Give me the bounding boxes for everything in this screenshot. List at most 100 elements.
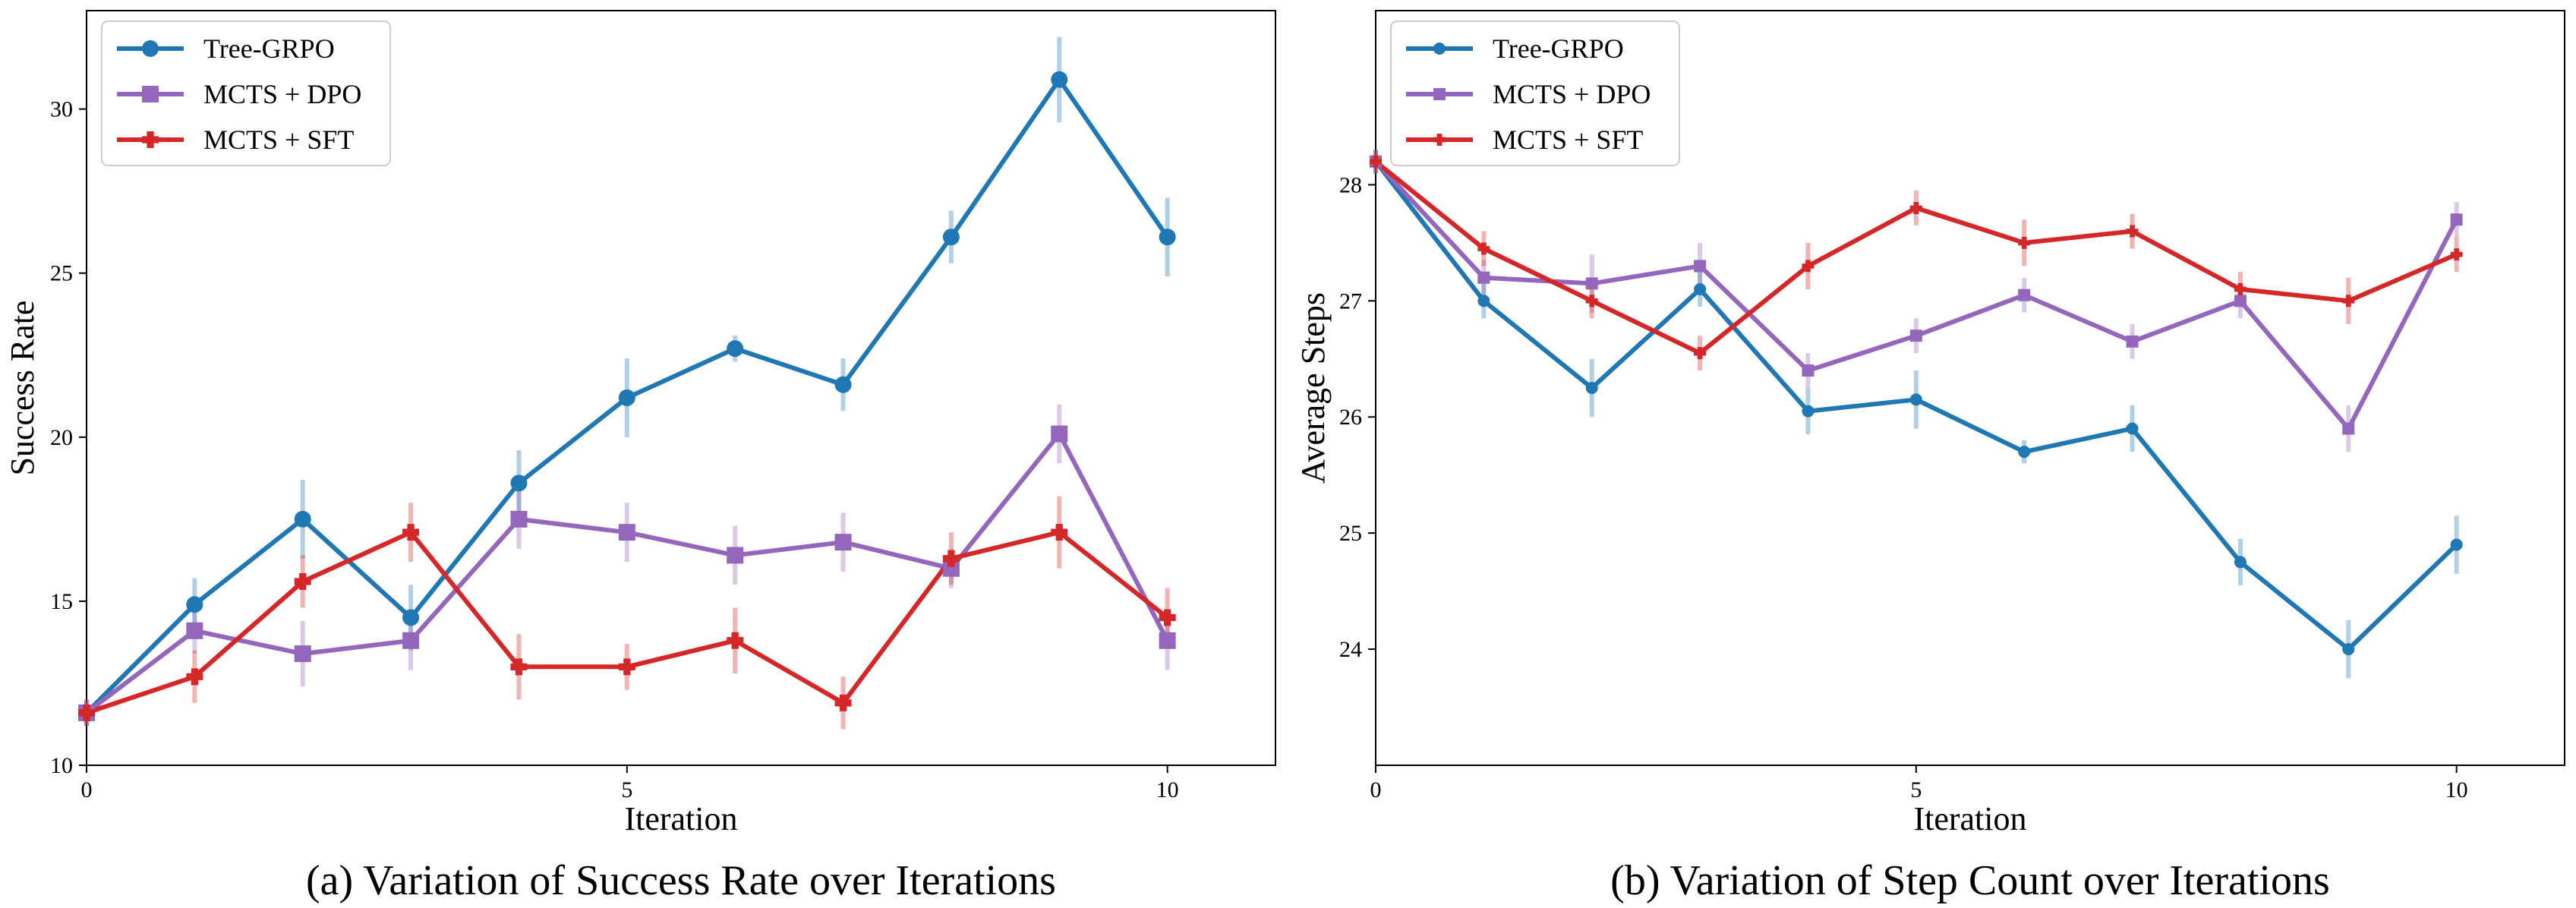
data-point-mcts-dpo <box>1909 329 1922 342</box>
data-point-tree-grpo <box>2234 556 2247 569</box>
data-point-mcts-sft <box>402 524 420 541</box>
data-point-mcts-sft <box>1051 524 1068 541</box>
data-point-mcts-sft <box>2126 225 2139 238</box>
data-point-tree-grpo <box>2126 422 2139 435</box>
data-point-tree-grpo <box>186 596 203 613</box>
legend-marker-mcts-dpo <box>142 86 159 102</box>
data-point-mcts-sft <box>1694 347 1707 360</box>
x-tick-label: 5 <box>1910 777 1922 802</box>
x-tick-label: 0 <box>1370 777 1382 802</box>
legend: Tree-GRPO MCTS + DPO MCTS + SFT <box>1390 20 1680 166</box>
markers-layer <box>1370 155 2463 656</box>
data-point-tree-grpo <box>618 389 635 406</box>
data-point-tree-grpo <box>1585 382 1598 394</box>
panel-average-steps: 0 5 10 24 25 26 27 28 Iteration Average Steps (… <box>1294 10 2565 904</box>
data-point-tree-grpo <box>1909 393 1922 406</box>
data-point-mcts-dpo <box>2126 335 2139 348</box>
x-axis-label: Iteration <box>624 800 737 837</box>
data-point-mcts-sft <box>618 658 635 676</box>
y-tick-label: 25 <box>50 261 73 286</box>
data-point-mcts-sft <box>1370 155 1382 168</box>
data-point-tree-grpo <box>1802 405 1815 418</box>
y-tick-label: 20 <box>50 425 73 450</box>
data-point-mcts-dpo <box>1159 632 1176 649</box>
errorbar-layer <box>1373 150 2459 679</box>
legend-label-mcts-sft: MCTS + SFT <box>1493 125 1643 155</box>
data-point-tree-grpo <box>402 609 420 626</box>
data-point-mcts-sft <box>510 658 528 676</box>
plot-frame <box>86 10 1276 766</box>
x-tick-label: 0 <box>81 777 93 802</box>
data-point-mcts-sft <box>1802 260 1815 273</box>
legend-marker-tree-grpo <box>1433 43 1446 55</box>
data-point-mcts-dpo <box>2342 422 2355 435</box>
x-tick-label: 10 <box>1156 777 1179 802</box>
data-point-mcts-sft <box>294 572 311 590</box>
panel-caption: (a) Variation of Success Rate over Itera… <box>306 857 1056 904</box>
y-tick-label: 28 <box>1339 172 1362 197</box>
data-point-tree-grpo <box>1051 71 1068 88</box>
markers-layer <box>78 71 1176 721</box>
data-point-mcts-dpo <box>727 547 744 564</box>
legend-label-tree-grpo: Tree-GRPO <box>1493 33 1624 64</box>
data-point-mcts-sft <box>727 632 744 649</box>
data-point-mcts-sft <box>1909 201 1922 214</box>
legend-label-mcts-dpo: MCTS + DPO <box>1493 79 1651 109</box>
data-point-tree-grpo <box>942 229 960 246</box>
data-point-mcts-dpo <box>2450 213 2463 226</box>
data-point-tree-grpo <box>510 474 528 492</box>
data-point-tree-grpo <box>1159 229 1176 246</box>
y-tick-label: 30 <box>50 97 73 122</box>
legend-label-tree-grpo: Tree-GRPO <box>203 33 335 64</box>
data-point-mcts-sft <box>78 704 95 721</box>
data-point-tree-grpo <box>2018 446 2031 459</box>
data-point-tree-grpo <box>834 376 852 393</box>
data-point-mcts-dpo <box>2018 288 2031 301</box>
data-point-mcts-dpo <box>510 510 528 528</box>
data-point-mcts-dpo <box>1802 364 1815 377</box>
legend-marker-mcts-dpo <box>1433 88 1446 100</box>
y-axis-label: Average Steps <box>1294 292 1332 484</box>
data-point-mcts-sft <box>1477 242 1490 255</box>
panel-caption: (b) Variation of Step Count over Iterati… <box>1610 857 2330 904</box>
data-point-mcts-dpo <box>1585 277 1598 290</box>
data-point-tree-grpo <box>727 340 744 358</box>
data-point-tree-grpo <box>1477 295 1490 307</box>
legend-marker-mcts-sft <box>142 131 159 148</box>
y-tick-label: 25 <box>1339 521 1362 546</box>
y-tick-label: 10 <box>50 753 73 778</box>
data-point-mcts-dpo <box>1051 425 1068 443</box>
data-point-mcts-sft <box>834 694 852 711</box>
data-point-mcts-dpo <box>834 534 852 551</box>
x-tick-label: 10 <box>2445 777 2468 802</box>
ticks-layer: 0 5 10 24 25 26 27 28 <box>1339 172 2468 802</box>
y-axis-label: Success Rate <box>4 301 41 476</box>
data-point-mcts-sft <box>2018 236 2031 249</box>
data-point-tree-grpo <box>1694 283 1707 296</box>
y-tick-label: 24 <box>1339 637 1362 662</box>
legend: Tree-GRPO MCTS + DPO MCTS + SFT <box>101 20 391 166</box>
data-point-mcts-sft <box>2450 248 2463 261</box>
data-point-tree-grpo <box>294 510 311 528</box>
data-point-mcts-sft <box>2234 283 2247 296</box>
y-tick-label: 15 <box>50 589 73 614</box>
data-point-mcts-sft <box>2342 295 2355 307</box>
x-tick-label: 5 <box>621 777 632 802</box>
data-point-mcts-dpo <box>2234 295 2247 307</box>
ticks-layer: 0 5 10 10 15 20 25 30 <box>50 97 1179 802</box>
panel-success-rate: 0 5 10 10 15 20 25 30 Iteration Success Rate (a… <box>4 10 1276 904</box>
data-point-mcts-dpo <box>1694 260 1707 273</box>
data-point-mcts-dpo <box>618 524 635 541</box>
data-point-mcts-sft <box>942 550 960 567</box>
y-tick-label: 26 <box>1339 405 1362 430</box>
data-point-mcts-sft <box>1159 609 1176 626</box>
y-tick-label: 27 <box>1339 288 1362 314</box>
legend-marker-mcts-sft <box>1433 134 1446 146</box>
data-point-mcts-sft <box>186 668 203 686</box>
data-point-mcts-dpo <box>942 560 960 577</box>
legend-label-mcts-dpo: MCTS + DPO <box>203 79 361 109</box>
data-point-mcts-dpo <box>186 622 203 639</box>
legend-label-mcts-sft: MCTS + SFT <box>203 125 354 155</box>
data-point-mcts-dpo <box>294 645 311 663</box>
